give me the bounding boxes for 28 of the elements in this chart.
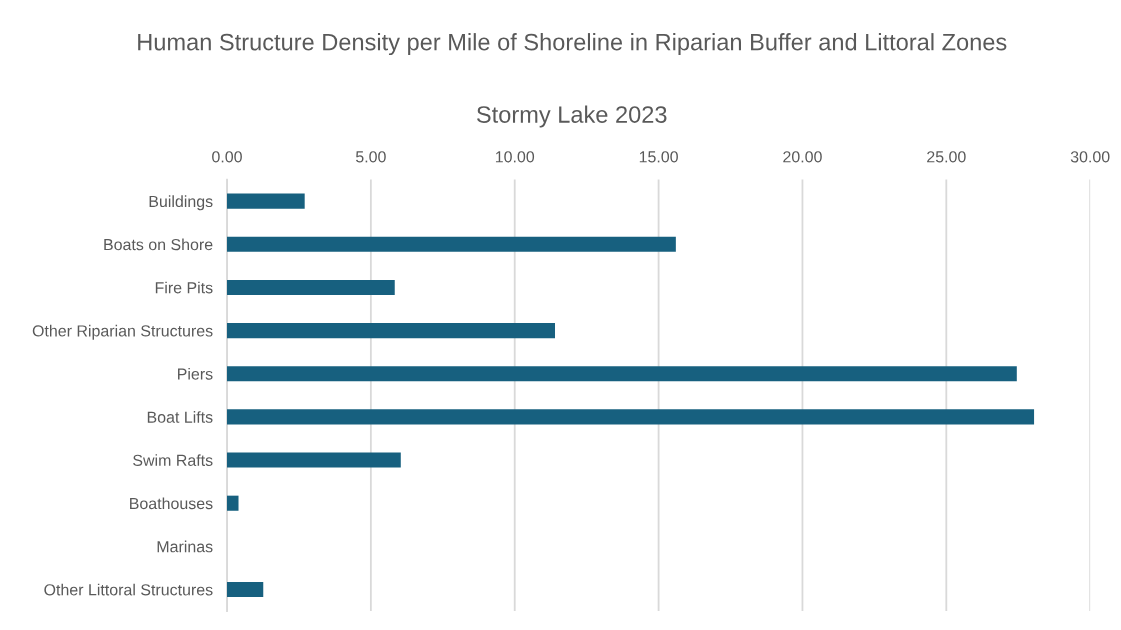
y-tick-label: Swim Rafts <box>133 454 213 466</box>
chart-subtitle: Stormy Lake 2023 <box>476 105 667 128</box>
y-tick-label: Buildings <box>149 195 213 211</box>
bar <box>227 495 239 511</box>
x-tick-label: 30.00 <box>1070 151 1110 163</box>
bar <box>227 193 305 209</box>
bar <box>227 581 264 598</box>
x-tick-label: 25.00 <box>927 151 966 163</box>
y-tick-label: Other Riparian Structures <box>32 324 213 340</box>
y-tick-label: Boathouses <box>130 497 213 510</box>
y-tick-label: Fire Pits <box>155 281 213 294</box>
x-tick-label: 0.00 <box>212 151 242 163</box>
bar <box>227 236 676 252</box>
x-tick-label: 5.00 <box>355 151 386 163</box>
chart-title: Human Structure Density per Mile of Shoreline in Riparian Buffer and Littoral Zones <box>138 33 1007 56</box>
bar <box>227 409 1035 425</box>
y-tick-label: Piers <box>178 367 213 380</box>
y-tick-label: Marinas <box>157 540 213 553</box>
bar <box>227 366 1017 382</box>
x-tick-label: 20.00 <box>783 151 822 163</box>
x-tick-label: 15.00 <box>639 151 678 163</box>
y-tick-label: Boat Lifts <box>147 411 213 423</box>
y-tick-label: Other Littoral Structures <box>44 583 213 596</box>
bar <box>227 452 401 468</box>
x-tick-label: 10.00 <box>495 151 535 163</box>
y-tick-label: Boats on Shore <box>104 238 213 251</box>
bar <box>227 323 556 339</box>
bar <box>227 279 395 295</box>
